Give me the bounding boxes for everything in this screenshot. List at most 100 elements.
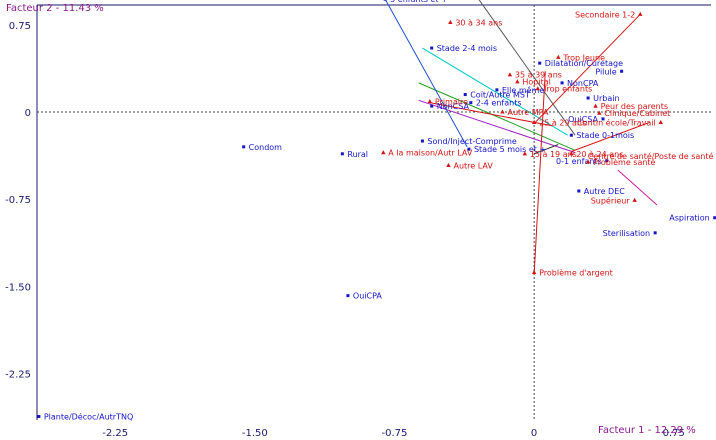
blue-square-point <box>37 415 41 419</box>
data-points: 5 enfants et + Dilatation/Curetage Stade 2… <box>37 0 716 422</box>
red-triangle-point <box>593 103 598 108</box>
red-triangle-point <box>632 197 637 202</box>
point-label: 0-1 enfants <box>556 157 602 166</box>
point-label: Trop enfants <box>542 85 592 94</box>
red-triangle-point <box>556 54 561 59</box>
y-tick-labels: 0.75 0 -0.75 -1.50 -2.25 <box>5 21 31 381</box>
red-triangle-point <box>638 11 643 16</box>
red-triangle-point <box>522 151 528 156</box>
point-label: Contin école/Travail <box>577 117 656 127</box>
x-tick-label: 0 <box>531 428 537 439</box>
blue-square-point <box>340 152 344 156</box>
point-label: OuiCSA <box>568 115 598 124</box>
red-triangle-point <box>446 162 451 168</box>
point-label: Plante/Décoc/AutrTNQ <box>44 412 133 422</box>
point-label: Sterilisation <box>603 229 651 238</box>
point-label: Centre de santé/Poste de santé <box>588 151 714 161</box>
point-label: Autre DEC <box>584 187 625 196</box>
point-label: Autre LAV <box>453 161 493 170</box>
blue-square-point <box>601 117 605 121</box>
blue-square-point <box>653 231 657 235</box>
blue-square-point <box>713 216 716 220</box>
red-triangle-point <box>427 98 433 104</box>
point-label: Rural <box>347 150 368 159</box>
point-label: A la maison/Autr LAV <box>388 149 473 158</box>
blue-square-point <box>463 93 467 97</box>
blue-square-point <box>569 133 573 137</box>
point-label: Condom <box>249 143 283 152</box>
vector-line <box>422 47 568 136</box>
point-label: NonCSA <box>437 102 470 111</box>
blue-square-point <box>420 139 424 143</box>
blue-square-point <box>430 46 434 50</box>
blue-square-point <box>605 159 609 163</box>
blue-square-point <box>469 101 473 105</box>
point-label: Coït/Autre MST <box>470 91 530 100</box>
red-triangle-point <box>531 119 537 125</box>
blue-square-point <box>467 147 471 151</box>
blue-square-point <box>346 294 350 298</box>
point-label: Problème santé <box>593 157 655 167</box>
vector-line <box>385 0 468 148</box>
red-triangle-point <box>569 151 574 156</box>
point-label: Aspiration <box>669 214 709 223</box>
y-tick-label: -1.50 <box>5 282 31 293</box>
blue-square-point <box>577 189 581 193</box>
point-label: Supérieur <box>591 195 631 205</box>
point-label: 30 à 34 ans <box>455 18 502 27</box>
red-triangle-point <box>515 79 520 84</box>
y-axis-title: Facteur 2 - 11.43 % <box>6 3 104 14</box>
point-label: Stade 5 mois et + <box>474 145 546 154</box>
point-label: 20 à 24 ans <box>576 150 623 159</box>
point-label: Autre MPA <box>507 108 548 117</box>
blue-square-point <box>383 0 387 1</box>
point-label: NonCPA <box>567 79 599 88</box>
y-tick-label: -2.25 <box>5 370 31 381</box>
point-label: Clinique/Cabinet <box>604 109 670 118</box>
vector-line <box>533 71 546 275</box>
point-label: Problème d'argent <box>539 267 613 277</box>
point-label: Pilule <box>595 67 616 76</box>
vector-line <box>571 121 650 152</box>
blue-square-point <box>586 96 590 100</box>
red-triangle-point <box>381 150 386 155</box>
red-triangle-point <box>500 109 505 114</box>
point-label: 35 à 39 ans <box>515 71 562 80</box>
point-label: 2-4 enfants <box>476 99 522 108</box>
vector-lines <box>385 0 658 275</box>
red-triangle-point <box>597 110 602 115</box>
point-label: 15 à 19 ans <box>530 150 577 159</box>
point-label: Hopital <box>522 78 550 87</box>
blue-square-point <box>620 69 624 73</box>
point-label: Elle même <box>502 85 544 95</box>
point-label: Stade 0-1mois <box>576 131 634 140</box>
x-tick-label: -0.75 <box>382 428 408 439</box>
blue-square-point <box>538 61 542 65</box>
vector-line <box>533 144 559 155</box>
blue-square-point <box>560 81 564 85</box>
vector-line <box>617 169 658 206</box>
point-label: Secondaire 1-2 <box>575 10 635 19</box>
point-label: 5 enfants et + <box>390 0 448 4</box>
x-tick-label: 0.75 <box>663 428 685 439</box>
y-tick-label: -0.75 <box>5 195 31 206</box>
x-tick-label: -1.50 <box>242 428 268 439</box>
y-tick-label: 0 <box>25 108 31 119</box>
x-axis-title: Facteur 1 - 12.29 % <box>598 425 696 436</box>
blue-square-point <box>495 88 499 92</box>
red-triangle-point <box>448 19 453 25</box>
point-label: Peur des parents <box>601 102 668 111</box>
red-triangle-point <box>585 159 591 164</box>
blue-square-point <box>242 145 246 149</box>
point-label: Urbain <box>593 94 619 103</box>
red-triangle-point <box>535 86 541 91</box>
vector-line <box>418 82 576 151</box>
point-label: Primaire <box>435 97 468 106</box>
point-label: Sond/Inject-Comprime <box>427 137 516 146</box>
point-label: 25 à 29 ans <box>539 118 586 127</box>
point-label: Dilatation/Curetage <box>545 59 623 68</box>
x-tick-label: -2.25 <box>102 428 128 439</box>
red-triangle-point <box>507 72 513 77</box>
vector-line <box>533 13 641 124</box>
